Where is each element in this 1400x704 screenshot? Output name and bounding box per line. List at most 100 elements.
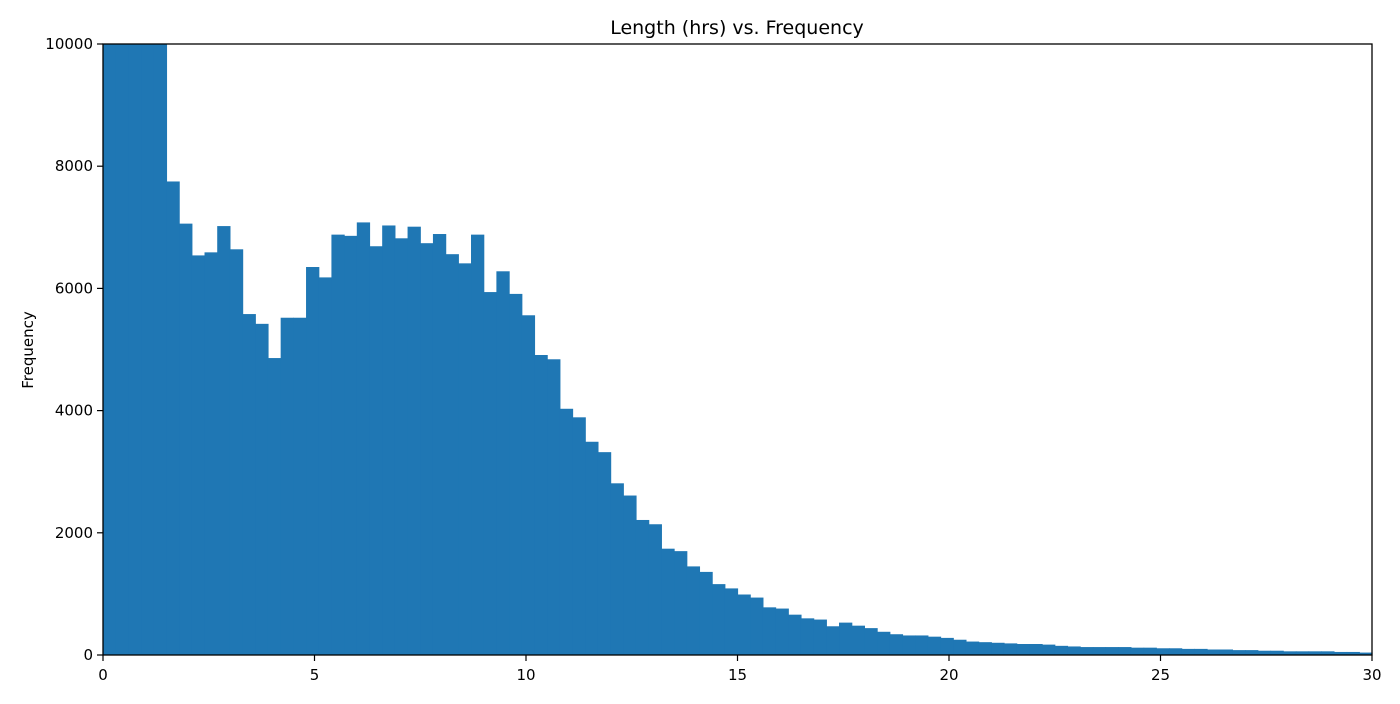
histogram-bar bbox=[1346, 651, 1360, 655]
histogram-bar bbox=[1245, 650, 1259, 655]
histogram-bar bbox=[724, 588, 739, 655]
histogram-bar bbox=[610, 483, 624, 655]
y-tick-label: 4000 bbox=[55, 402, 93, 420]
histogram-bar bbox=[255, 323, 269, 655]
x-tick-label: 10 bbox=[516, 666, 535, 684]
histogram-bar bbox=[1003, 643, 1018, 655]
histogram-bar bbox=[128, 44, 142, 655]
histogram-bar bbox=[483, 292, 497, 655]
histogram-bar bbox=[864, 628, 878, 655]
x-axis: 0 5 10 15 20 25 30 bbox=[98, 655, 1382, 684]
histogram-bar bbox=[1054, 645, 1069, 655]
histogram-bar bbox=[166, 181, 180, 655]
histogram-bar bbox=[661, 548, 675, 655]
histogram-bar bbox=[1092, 647, 1107, 655]
histogram-bar bbox=[420, 243, 434, 655]
histogram-bar bbox=[1270, 650, 1284, 655]
histogram-bar bbox=[1016, 644, 1030, 655]
histogram-bar bbox=[839, 622, 853, 655]
histogram-bar bbox=[509, 293, 523, 655]
histogram-bar bbox=[1143, 647, 1157, 655]
histogram-bar bbox=[978, 642, 992, 655]
histogram-bar bbox=[331, 234, 345, 655]
histogram-bar bbox=[674, 551, 688, 655]
histogram-bar bbox=[1257, 650, 1272, 655]
histogram-bar bbox=[1194, 648, 1208, 655]
histogram-bar bbox=[229, 249, 244, 656]
histogram-bar bbox=[877, 631, 891, 655]
bars-layer bbox=[103, 44, 1373, 656]
histogram-bar bbox=[991, 642, 1005, 655]
histogram-bar bbox=[382, 225, 396, 655]
histogram-bar bbox=[902, 635, 916, 655]
histogram-bar bbox=[534, 355, 548, 655]
histogram-bar bbox=[153, 44, 168, 655]
histogram-bar bbox=[1308, 651, 1322, 655]
histogram-bar bbox=[559, 408, 574, 655]
histogram-bar bbox=[1042, 644, 1056, 655]
y-tick-label: 10000 bbox=[45, 35, 93, 53]
histogram-bar bbox=[1219, 649, 1234, 655]
histogram-bar bbox=[737, 594, 751, 655]
histogram-bar bbox=[889, 634, 904, 655]
histogram-bar bbox=[471, 234, 485, 655]
histogram-bar bbox=[103, 44, 117, 655]
histogram-bar bbox=[344, 235, 358, 655]
histogram-bar bbox=[712, 584, 726, 655]
histogram-bar bbox=[1207, 649, 1221, 655]
histogram-bar bbox=[915, 635, 929, 655]
histogram-bar bbox=[191, 255, 206, 655]
histogram-bar bbox=[1321, 651, 1335, 655]
y-tick-label: 0 bbox=[83, 646, 93, 664]
histogram-bar bbox=[242, 314, 256, 655]
histogram-bar bbox=[762, 607, 777, 655]
histogram-bar bbox=[217, 226, 231, 655]
y-tick-label: 2000 bbox=[55, 524, 93, 542]
histogram-bar bbox=[686, 566, 701, 655]
chart-title: Length (hrs) vs. Frequency bbox=[610, 17, 864, 39]
histogram-bar bbox=[356, 222, 371, 655]
histogram-bar bbox=[1232, 650, 1246, 655]
histogram-bar bbox=[267, 358, 282, 655]
y-axis: 0 2000 4000 6000 8000 10000 bbox=[45, 35, 103, 664]
histogram-bar bbox=[445, 254, 459, 655]
histogram-bar bbox=[648, 524, 662, 655]
histogram-bar bbox=[432, 234, 447, 655]
histogram-bar bbox=[775, 608, 789, 655]
x-tick-label: 15 bbox=[728, 666, 747, 684]
histogram-bar bbox=[1130, 647, 1145, 655]
histogram-bar bbox=[1295, 651, 1310, 655]
histogram-bar bbox=[458, 263, 472, 655]
histogram-bar bbox=[496, 271, 510, 655]
histogram-bar bbox=[572, 417, 586, 655]
histogram-bar bbox=[1067, 646, 1081, 655]
x-tick-label: 30 bbox=[1362, 666, 1381, 684]
y-tick-label: 8000 bbox=[55, 157, 93, 175]
histogram-bar bbox=[851, 625, 865, 655]
histogram-bar bbox=[1156, 648, 1170, 655]
histogram-bar bbox=[179, 223, 193, 655]
histogram-bar bbox=[115, 44, 129, 655]
histogram-bar bbox=[1105, 647, 1119, 655]
histogram-bar bbox=[1283, 651, 1297, 655]
histogram-bar bbox=[788, 614, 802, 655]
y-tick-label: 6000 bbox=[55, 279, 93, 297]
histogram-bar bbox=[204, 252, 218, 655]
histogram-bar bbox=[1080, 647, 1094, 655]
histogram-bar bbox=[280, 317, 294, 655]
histogram-bar bbox=[826, 626, 840, 655]
histogram-bar bbox=[369, 246, 383, 656]
x-tick-label: 25 bbox=[1151, 666, 1170, 684]
histogram-bar bbox=[547, 359, 561, 655]
x-tick-label: 5 bbox=[310, 666, 320, 684]
histogram-bar bbox=[585, 441, 599, 655]
histogram-bar bbox=[699, 571, 713, 655]
histogram-bar bbox=[927, 636, 942, 655]
histogram-bar bbox=[407, 226, 421, 655]
histogram-bar bbox=[1333, 651, 1348, 655]
histogram-bar bbox=[750, 597, 764, 655]
histogram-bar bbox=[394, 238, 409, 656]
histogram-bar bbox=[953, 639, 967, 655]
